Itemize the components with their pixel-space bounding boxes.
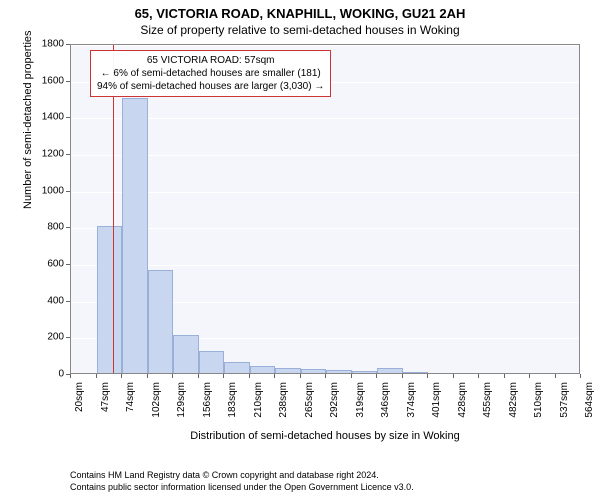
- x-tick-label: 510sqm: [533, 382, 544, 426]
- y-tick: [66, 81, 70, 82]
- x-tick-label: 401sqm: [431, 382, 442, 426]
- x-tick-label: 156sqm: [202, 382, 213, 426]
- histogram-bar: [250, 366, 276, 373]
- x-tick-label: 346sqm: [380, 382, 391, 426]
- x-tick: [504, 374, 505, 378]
- y-tick: [66, 154, 70, 155]
- x-tick-label: 564sqm: [584, 382, 595, 426]
- x-tick: [555, 374, 556, 378]
- x-axis-label: Distribution of semi-detached houses by …: [70, 430, 580, 442]
- histogram-bar: [97, 226, 123, 373]
- x-tick: [529, 374, 530, 378]
- info-box-line2: ← 6% of semi-detached houses are smaller…: [97, 67, 324, 80]
- x-tick-label: 129sqm: [176, 382, 187, 426]
- y-tick-label: 1600: [32, 75, 64, 86]
- histogram-bar: [224, 362, 250, 373]
- y-tick-label: 1200: [32, 149, 64, 160]
- x-tick: [121, 374, 122, 378]
- y-tick-label: 800: [32, 222, 64, 233]
- y-tick: [66, 44, 70, 45]
- footer-line1: Contains HM Land Registry data © Crown c…: [70, 470, 414, 482]
- y-tick-label: 400: [32, 295, 64, 306]
- x-tick-label: 537sqm: [559, 382, 570, 426]
- x-tick-label: 210sqm: [253, 382, 264, 426]
- gridline: [71, 45, 579, 46]
- y-tick: [66, 227, 70, 228]
- histogram-bar: [301, 369, 327, 373]
- x-tick: [223, 374, 224, 378]
- histogram-bar: [173, 335, 199, 374]
- x-tick: [376, 374, 377, 378]
- histogram-bar: [377, 368, 403, 374]
- x-tick: [70, 374, 71, 378]
- histogram-bar: [148, 270, 174, 373]
- x-tick: [427, 374, 428, 378]
- footer-line2: Contains public sector information licen…: [70, 482, 414, 494]
- y-tick-label: 600: [32, 259, 64, 270]
- y-tick-label: 1400: [32, 112, 64, 123]
- info-box-line1: 65 VICTORIA ROAD: 57sqm: [97, 54, 324, 67]
- footer-attribution: Contains HM Land Registry data © Crown c…: [70, 470, 414, 493]
- x-tick-label: 20sqm: [74, 382, 85, 426]
- x-tick: [580, 374, 581, 378]
- y-tick-label: 0: [32, 369, 64, 380]
- x-tick: [300, 374, 301, 378]
- histogram-bar: [352, 371, 378, 373]
- y-tick-label: 1000: [32, 185, 64, 196]
- y-tick-label: 200: [32, 332, 64, 343]
- info-box-line3: 94% of semi-detached houses are larger (…: [97, 80, 324, 93]
- histogram-bar: [199, 351, 225, 373]
- x-tick: [198, 374, 199, 378]
- y-tick: [66, 337, 70, 338]
- x-tick-label: 102sqm: [151, 382, 162, 426]
- histogram-bar: [122, 98, 148, 373]
- x-tick-label: 374sqm: [406, 382, 417, 426]
- x-tick: [147, 374, 148, 378]
- chart-title-sub: Size of property relative to semi-detach…: [0, 21, 600, 37]
- x-tick-label: 238sqm: [278, 382, 289, 426]
- x-tick: [402, 374, 403, 378]
- x-tick-label: 428sqm: [457, 382, 468, 426]
- histogram-bar: [403, 372, 429, 373]
- y-tick: [66, 301, 70, 302]
- x-tick-label: 292sqm: [329, 382, 340, 426]
- x-tick: [274, 374, 275, 378]
- x-tick: [478, 374, 479, 378]
- x-tick-label: 47sqm: [100, 382, 111, 426]
- info-box: 65 VICTORIA ROAD: 57sqm ← 6% of semi-det…: [90, 50, 331, 97]
- x-tick: [249, 374, 250, 378]
- x-tick-label: 183sqm: [227, 382, 238, 426]
- x-tick: [172, 374, 173, 378]
- y-tick-label: 1800: [32, 39, 64, 50]
- chart-title-main: 65, VICTORIA ROAD, KNAPHILL, WOKING, GU2…: [0, 0, 600, 21]
- x-tick: [325, 374, 326, 378]
- x-tick: [351, 374, 352, 378]
- x-tick: [96, 374, 97, 378]
- y-tick: [66, 117, 70, 118]
- y-tick: [66, 191, 70, 192]
- x-tick-label: 482sqm: [508, 382, 519, 426]
- x-tick-label: 74sqm: [125, 382, 136, 426]
- x-tick-label: 265sqm: [304, 382, 315, 426]
- y-tick: [66, 264, 70, 265]
- histogram-bar: [326, 370, 352, 373]
- x-tick: [453, 374, 454, 378]
- histogram-bar: [275, 368, 301, 373]
- x-tick-label: 319sqm: [355, 382, 366, 426]
- x-tick-label: 455sqm: [482, 382, 493, 426]
